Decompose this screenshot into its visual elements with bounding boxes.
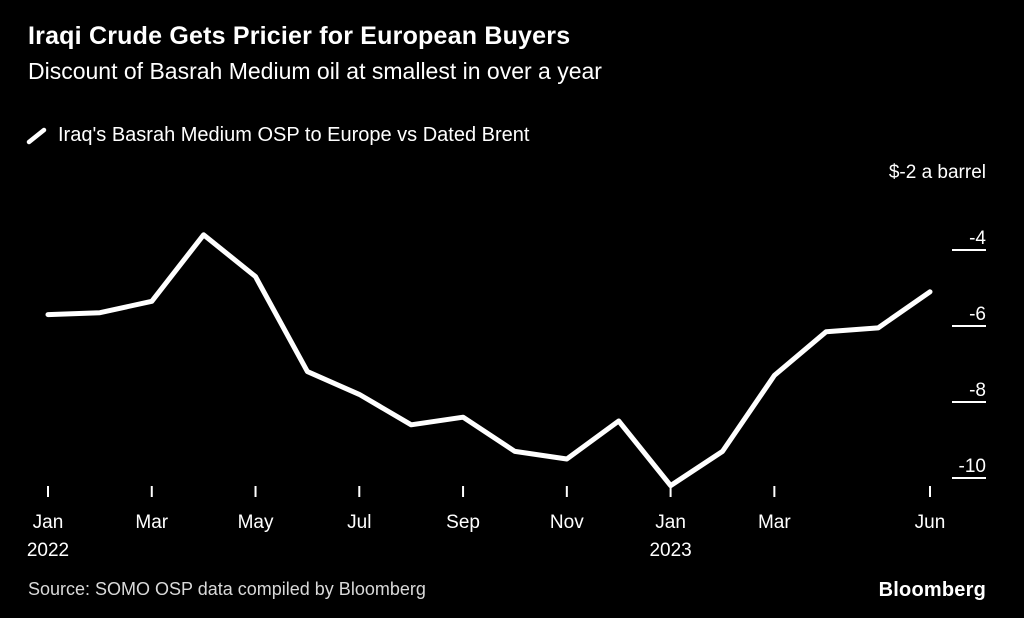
y-axis-tick-label: -4 <box>969 228 986 249</box>
line-series-icon <box>26 127 47 144</box>
data-line <box>45 232 933 489</box>
y-axis-unit-label: $-2 a barrel <box>889 162 986 183</box>
x-axis-tick-label: Sep <box>446 512 480 533</box>
x-axis-tick-label: Jun <box>915 512 946 533</box>
x-axis-tick-label: Jul <box>347 512 371 533</box>
x-axis-tick-label: May <box>238 512 274 533</box>
chart-header: Iraqi Crude Gets Pricier for European Bu… <box>28 22 602 85</box>
chart-title: Iraqi Crude Gets Pricier for European Bu… <box>28 22 571 50</box>
x-axis-tick-label: Jan <box>655 512 686 533</box>
x-axis-year-label: 2023 <box>649 540 691 561</box>
x-axis-tick-label: Nov <box>550 512 584 533</box>
source-note: Source: SOMO OSP data compiled by Bloomb… <box>28 579 426 599</box>
bloomberg-logo: Bloomberg <box>878 579 986 601</box>
x-axis-year-label: 2022 <box>27 540 69 561</box>
x-axis-tick-label: Mar <box>135 512 168 533</box>
legend-label: Iraq's Basrah Medium OSP to Europe vs Da… <box>58 124 530 146</box>
legend: Iraq's Basrah Medium OSP to Europe vs Da… <box>26 124 529 147</box>
y-axis-tick-label: -6 <box>969 304 986 325</box>
y-axis-tick-label: -10 <box>959 456 986 477</box>
chart-subtitle: Discount of Basrah Medium oil at smalles… <box>28 58 602 84</box>
y-axis-tick-label: -8 <box>969 380 986 401</box>
x-axis-tick-label: Mar <box>758 512 791 533</box>
x-axis-tick-label: Jan <box>33 512 64 533</box>
